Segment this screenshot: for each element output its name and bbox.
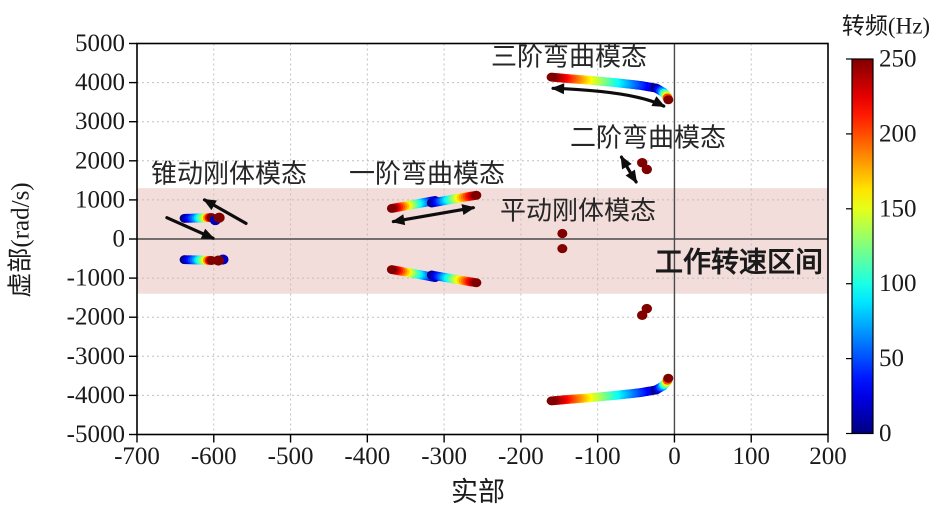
y-tick-label: -4000: [67, 382, 125, 409]
colorbar-tick-label: 200: [879, 120, 917, 147]
y-tick-label: 5000: [75, 30, 125, 57]
x-tick-label: -500: [268, 443, 314, 470]
y-tick-label: 3000: [75, 108, 125, 135]
axis-tick-layer: [129, 42, 829, 443]
data-point: [663, 373, 674, 383]
annotation-arrow: [551, 83, 666, 108]
mode-label-first-bending: 一阶弯曲模态: [349, 160, 505, 189]
x-tick-label: -700: [114, 443, 160, 470]
series-dots: [636, 303, 653, 321]
x-tick-label: -300: [421, 443, 467, 470]
data-point: [557, 243, 568, 254]
x-tick-label: -600: [191, 443, 237, 470]
data-point: [386, 265, 397, 275]
x-tick-label: 200: [809, 443, 847, 470]
data-point: [641, 303, 653, 314]
x-tick-label: 0: [668, 443, 681, 470]
y-tick-label: 4000: [75, 69, 125, 96]
mode-label-translational-rigid-body: 平动刚体模态: [500, 197, 656, 226]
grid-layer: [137, 43, 828, 435]
series-trail: [386, 265, 440, 283]
series-trail: [546, 385, 662, 406]
annotation-arrow: [391, 204, 476, 226]
axis-tick-label-layer: -700 -600 -500 -400 -300 -200 -100 0 100 20050004…: [67, 30, 847, 470]
series-dots: [209, 212, 225, 226]
data-point: [546, 396, 557, 406]
x-tick-label: 100: [732, 443, 770, 470]
series-trail: [179, 255, 217, 265]
y-tick-label: -5000: [67, 421, 125, 448]
colorbar-tick-label: 0: [879, 420, 892, 447]
mode-label-second-bending: 二阶弯曲模态: [570, 124, 726, 153]
data-point: [557, 228, 568, 239]
series-dots: [636, 157, 653, 175]
colorbar-tick-label: 100: [879, 270, 917, 297]
series-dots: [212, 254, 229, 266]
y-axis-label: 虚部(rad/s): [7, 182, 35, 297]
series-trail: [426, 270, 482, 288]
series-trail: [426, 190, 482, 208]
y-tick-label: -3000: [67, 343, 125, 370]
annotation-arrow: [202, 198, 248, 225]
colorbar: [851, 58, 874, 435]
y-tick-label: 2000: [75, 147, 125, 174]
colorbar-tick-label: 250: [879, 46, 917, 73]
annotation-arrow: [165, 216, 215, 240]
data-point: [212, 255, 224, 266]
working-speed-band-layer: [137, 188, 828, 294]
data-point: [471, 190, 482, 200]
annotation-arrow: [619, 155, 638, 184]
data-point: [663, 95, 674, 105]
data-point: [471, 278, 482, 288]
colorbar-title: 转频(Hz): [842, 14, 930, 39]
colorbar-tick-layer: 250 200 150 100 50 0: [846, 46, 917, 447]
y-tick-label: 0: [113, 226, 126, 253]
working-speed-band: [137, 188, 828, 294]
x-tick-label: -100: [575, 443, 621, 470]
series-trail: [651, 373, 674, 395]
y-tick-label: -2000: [67, 304, 125, 331]
data-point: [386, 203, 397, 213]
x-tick-label: -400: [344, 443, 390, 470]
colorbar-tick-label: 150: [879, 195, 917, 222]
colorbar-tick-label: 50: [879, 345, 904, 372]
data-point: [546, 72, 557, 82]
mode-label-third-bending: 三阶弯曲模态: [491, 43, 647, 72]
x-tick-label: -200: [498, 443, 544, 470]
data-point: [641, 164, 653, 175]
mode-label-conical-rigid-body: 锥动刚体模态: [151, 160, 307, 189]
y-tick-label: -1000: [67, 265, 125, 292]
working-speed-band-label: 工作转速区间: [655, 247, 823, 279]
series-dots: [557, 228, 568, 254]
annotation-arrow-layer: [165, 83, 666, 240]
y-tick-label: 1000: [75, 186, 125, 213]
x-axis-label: 实部: [451, 477, 505, 507]
data-point: [213, 212, 225, 223]
